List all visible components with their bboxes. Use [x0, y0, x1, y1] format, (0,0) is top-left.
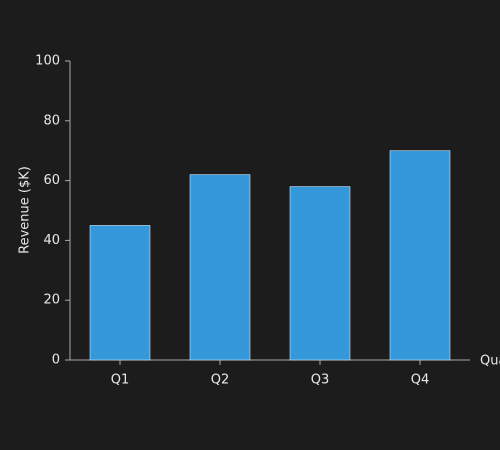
y-tick-label: 40 [43, 233, 60, 248]
y-tick-label: 0 [52, 353, 60, 368]
bar [89, 225, 151, 361]
x-axis-label: Quarter [480, 354, 500, 369]
y-tick-label: 60 [43, 173, 60, 188]
x-tick-label: Q2 [211, 373, 230, 388]
x-tick-label: Q4 [411, 373, 430, 388]
bar [389, 150, 451, 361]
bar [189, 174, 251, 361]
y-tick-label: 80 [43, 113, 60, 128]
y-tick-label: 100 [35, 54, 60, 69]
x-tick-label: Q3 [311, 373, 330, 388]
bar [289, 186, 351, 361]
y-axis-label: Revenue ($K) [18, 166, 33, 254]
x-tick-label: Q1 [111, 373, 130, 388]
y-tick-label: 20 [43, 293, 60, 308]
